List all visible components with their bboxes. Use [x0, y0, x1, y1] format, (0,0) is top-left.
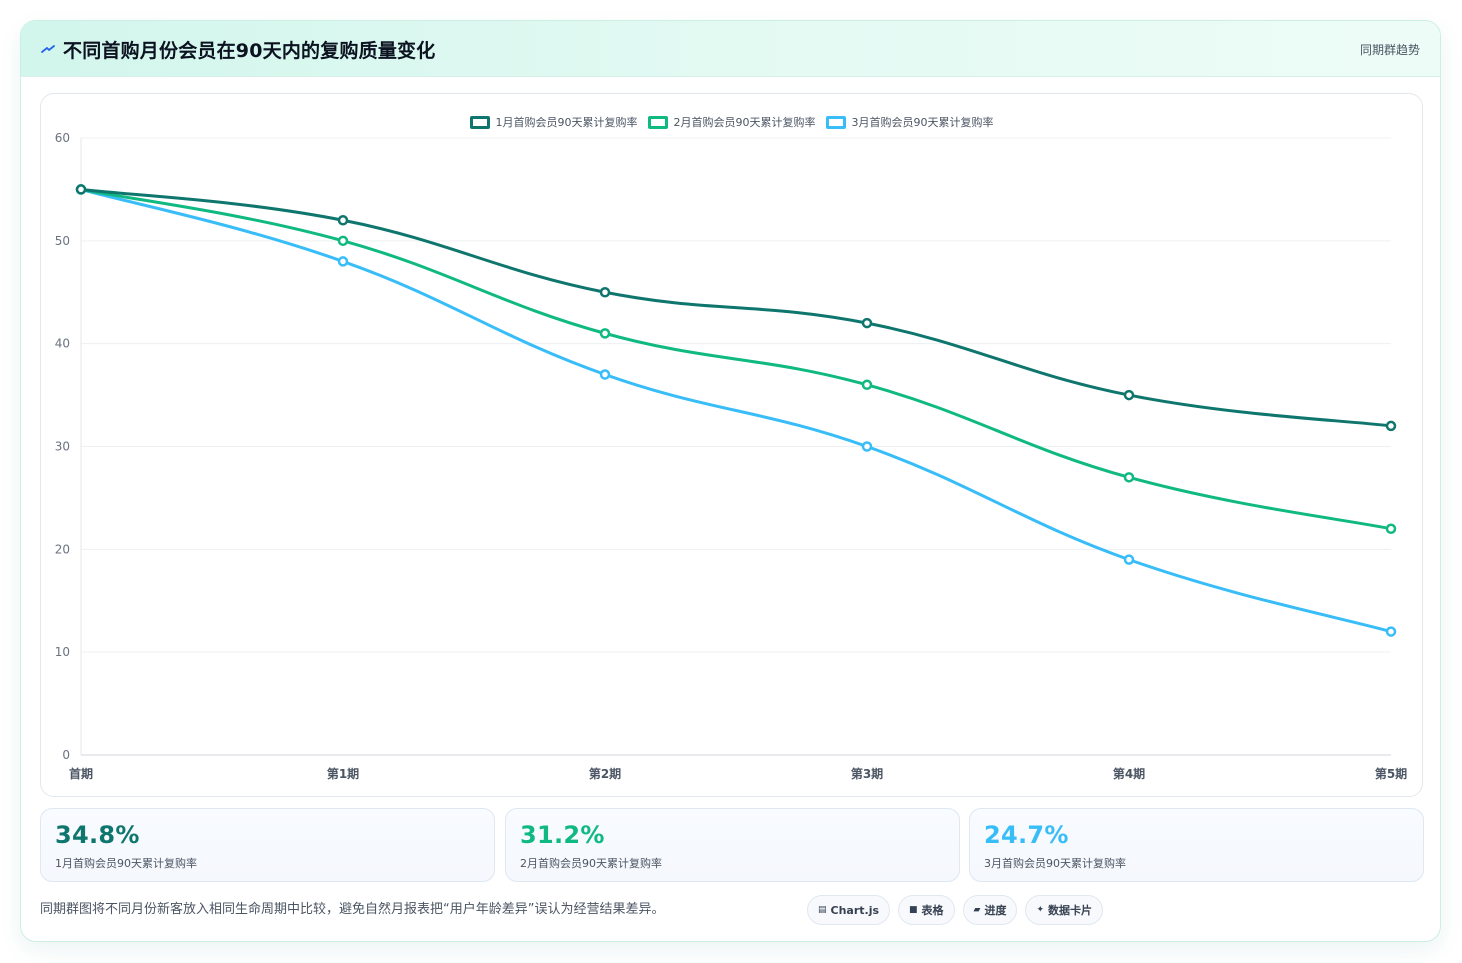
data-point	[1385, 420, 1397, 432]
chip-label: 数据卡片	[1048, 904, 1093, 917]
x-tick-label: 第1期	[327, 766, 359, 781]
legend-label: 1月首购会员90天累计复购率	[495, 116, 638, 129]
legend-swatch	[825, 115, 846, 129]
data-point	[1123, 472, 1135, 483]
series-line	[79, 187, 1393, 634]
x-tick-label: 第5期	[1375, 766, 1407, 781]
data-point	[861, 379, 873, 391]
stat-value: 24.7%	[984, 821, 1069, 849]
data-point	[337, 256, 349, 267]
card-header: 不同首购月份会员在90天内的复购质量变化 同期群趋势	[21, 21, 1440, 77]
feature-chips: ▤ Chart.js ■ 表格 ▰ 进度 ✦ 数据卡片	[807, 895, 1104, 925]
chart-tag: 同期群趋势	[1359, 43, 1420, 57]
legend-item[interactable]: 2月首购会员90天累计复购率	[647, 113, 816, 131]
data-point	[337, 215, 349, 226]
data-point	[1385, 523, 1397, 535]
data-point	[861, 317, 873, 329]
trend-icon	[41, 45, 55, 53]
y-tick-label: 40	[55, 337, 70, 351]
y-tick-label: 60	[55, 131, 70, 145]
chart-panel: 1月首购会员90天累计复购率 2月首购会员90天累计复购率 3月首购会员90天累计复…	[40, 93, 1423, 797]
x-tick-label: 第3期	[851, 766, 883, 781]
series-line	[79, 187, 1393, 428]
y-tick-label: 20	[55, 542, 70, 556]
x-tick-label: 首期	[69, 766, 93, 781]
data-point	[599, 287, 611, 298]
y-tick-label: 0	[62, 748, 70, 762]
stat-card: 24.7% 3月首购会员90天累计复购率	[969, 808, 1424, 882]
data-point	[1123, 554, 1135, 565]
stat-cards: 34.8% 1月首购会员90天累计复购率 31.2% 2月首购会员90天累计复购率 24…	[40, 808, 1424, 882]
stat-label: 3月首购会员90天累计复购率	[984, 857, 1126, 870]
legend-label: 2月首购会员90天累计复购率	[673, 116, 816, 129]
data-point	[599, 328, 611, 339]
data-point	[599, 369, 611, 380]
legend-item[interactable]: 3月首购会员90天累计复购率	[825, 113, 994, 131]
chart-legend: 1月首购会员90天累计复购率 2月首购会员90天累计复购率 3月首购会员90天累计复…	[41, 113, 1422, 131]
chip-progress[interactable]: ▰ 进度	[962, 895, 1018, 925]
stat-value: 31.2%	[520, 821, 605, 849]
legend-swatch	[647, 115, 668, 129]
line-chart: 0 10 20 30 40 50 60 首期 第1期 第2期 第3期 第4期 第5期	[55, 131, 1407, 781]
legend-swatch	[469, 115, 490, 129]
stat-label: 1月首购会员90天累计复购率	[55, 857, 197, 870]
legend-item[interactable]: 1月首购会员90天累计复购率	[469, 113, 638, 131]
cohort-card: 不同首购月份会员在90天内的复购质量变化 同期群趋势 1月首购会员90天累计复购…	[20, 20, 1441, 942]
chip-label: 进度	[984, 904, 1007, 917]
chip-label: 表格	[921, 904, 944, 917]
x-tick-label: 第2期	[589, 766, 621, 781]
y-tick-label: 50	[55, 234, 70, 248]
stat-value: 34.8%	[55, 821, 140, 849]
series-line	[79, 187, 1393, 531]
table-icon: ■	[909, 905, 918, 915]
chip-chart[interactable]: ▤ Chart.js	[807, 895, 891, 925]
y-tick-label: 30	[55, 440, 70, 454]
stat-label: 2月首购会员90天累计复购率	[520, 857, 662, 870]
legend-label: 3月首购会员90天累计复购率	[851, 116, 994, 129]
x-tick-label: 第4期	[1113, 766, 1145, 781]
page-title: 不同首购月份会员在90天内的复购质量变化	[63, 40, 436, 62]
chip-table[interactable]: ■ 表格	[898, 895, 955, 925]
data-point	[1123, 389, 1135, 401]
y-tick-label: 10	[55, 645, 70, 659]
chip-card[interactable]: ✦ 数据卡片	[1025, 895, 1104, 925]
footer-note: 同期群图将不同月份新客放入相同生命周期中比较，避免自然月报表把“用户年龄差异”误…	[40, 902, 665, 917]
chart-icon: ▤	[818, 905, 827, 915]
chip-label: Chart.js	[830, 903, 880, 917]
data-point	[861, 441, 873, 452]
data-point	[1385, 626, 1397, 637]
data-point	[337, 235, 349, 247]
stat-card: 31.2% 2月首购会员90天累计复购率	[505, 808, 960, 882]
card-icon: ✦	[1036, 905, 1045, 915]
stat-card: 34.8% 1月首购会员90天累计复购率	[40, 808, 495, 882]
data-point	[75, 184, 87, 195]
progress-icon: ▰	[973, 905, 981, 915]
